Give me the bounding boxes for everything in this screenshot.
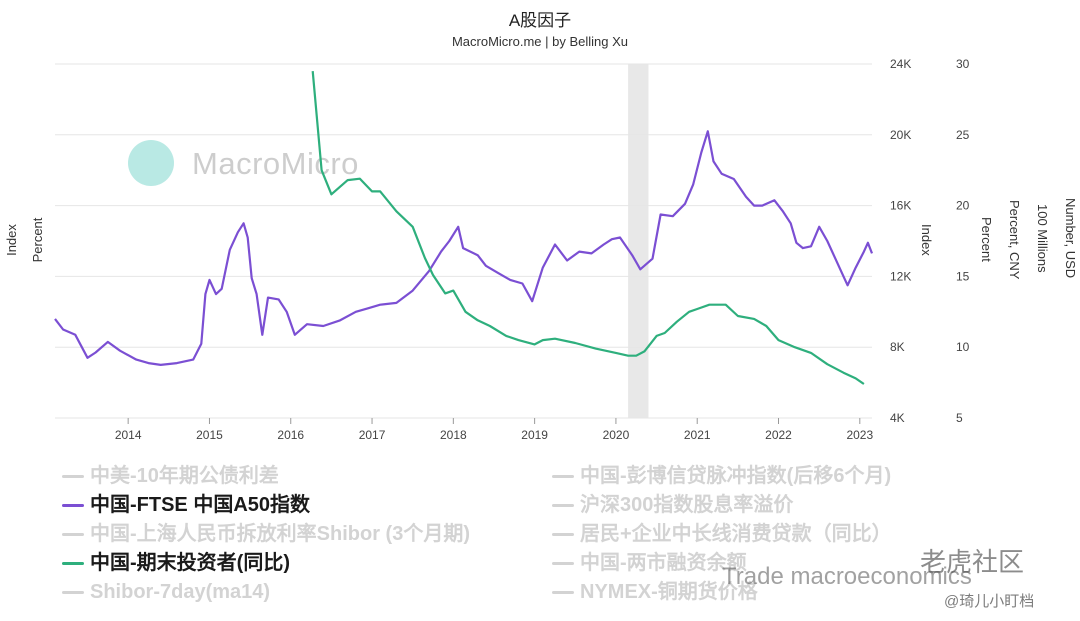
legend-item-left-0[interactable]: 中美-10年期公债利差 [62, 462, 470, 491]
legend-swatch [62, 475, 84, 479]
percent-axis-title: Percent [979, 217, 994, 262]
legend-swatch [552, 504, 574, 508]
series-line-0 [54, 130, 874, 366]
legend-swatch [552, 562, 574, 566]
legend-label: 居民+企业中长线消费贷款（同比） [580, 523, 892, 545]
legend-item-right-4[interactable]: NYMEX-铜期货价格 [552, 578, 892, 607]
legend-item-left-1[interactable]: 中国-FTSE 中国A50指数 [62, 491, 470, 520]
index-tick-label: 4K [890, 411, 905, 425]
chart-subtitle: MacroMicro.me | by Belling Xu [451, 34, 629, 49]
left-axis-title-percent: Percent [30, 217, 45, 262]
x-tick-label: 2022 [765, 428, 792, 442]
chart-title: A股因子 [508, 11, 572, 30]
legend-right: 中国-彭博信贷脉冲指数(后移6个月) 沪深300指数股息率溢价居民+企业中长线消费… [552, 462, 892, 607]
watermark-text: MacroMicro [192, 146, 359, 181]
legend-label: Shibor-7day(ma14) [90, 581, 271, 603]
shaded-period [628, 64, 649, 418]
author-watermark: @琦儿小盯档 [944, 593, 1035, 610]
series-line-1 [311, 71, 865, 385]
legend-swatch [62, 591, 84, 595]
legend-label: 沪深300指数股息率溢价 [580, 494, 794, 516]
percent-cny-axis-title: Percent, CNY [1007, 200, 1022, 280]
legend-item-left-3[interactable]: 中国-期末投资者(同比) [62, 549, 470, 578]
legend-swatch [62, 533, 84, 537]
x-tick-label: 2018 [440, 428, 467, 442]
x-tick-label: 2019 [521, 428, 548, 442]
macromicro-logo-icon [128, 140, 174, 186]
index-axis-title: Index [919, 224, 934, 256]
legend-swatch [552, 591, 574, 595]
millions-axis-title: 100 Millions [1035, 204, 1050, 273]
legend-item-left-4[interactable]: Shibor-7day(ma14) [62, 578, 470, 607]
legend-swatch [552, 475, 574, 479]
legend-item-left-2[interactable]: 中国-上海人民币拆放利率Shibor (3个月期) [62, 520, 470, 549]
percent-tick-label: 25 [956, 128, 970, 142]
legend-label: 中国-FTSE 中国A50指数 [90, 494, 311, 516]
percent-tick-label: 10 [956, 340, 970, 354]
legend-label: 中国-彭博信贷脉冲指数(后移6个月) [580, 465, 892, 487]
legend-item-right-0[interactable]: 中国-彭博信贷脉冲指数(后移6个月) [552, 462, 892, 491]
index-tick-label: 16K [890, 199, 911, 213]
legend-label: NYMEX-铜期货价格 [580, 581, 758, 603]
legend-item-right-2[interactable]: 居民+企业中长线消费贷款（同比） [552, 520, 892, 549]
percent-tick-label: 20 [956, 199, 970, 213]
legend-item-right-1[interactable]: 沪深300指数股息率溢价 [552, 491, 892, 520]
number-usd-axis-title: Number, USD [1063, 198, 1078, 278]
x-tick-label: 2014 [115, 428, 142, 442]
index-tick-label: 20K [890, 128, 911, 142]
x-tick-label: 2017 [359, 428, 386, 442]
legend-swatch [62, 562, 84, 566]
community-watermark: 老虎社区 [920, 547, 1025, 577]
percent-tick-label: 5 [956, 411, 963, 425]
index-tick-label: 12K [890, 269, 911, 283]
legend-label: 中国-上海人民币拆放利率Shibor (3个月期) [90, 523, 470, 545]
index-tick-label: 8K [890, 340, 905, 354]
legend-label: 中国-期末投资者(同比) [90, 552, 290, 574]
legend-item-right-3[interactable]: 中国-两市融资余额 [552, 549, 892, 578]
x-tick-label: 2021 [684, 428, 711, 442]
trade-watermark: Trade macroeconomics [722, 563, 972, 590]
legend-label: 中国-两市融资余额 [580, 552, 747, 574]
x-tick-label: 2016 [277, 428, 304, 442]
legend-left: 中美-10年期公债利差中国-FTSE 中国A50指数中国-上海人民币拆放利率Sh… [62, 462, 470, 607]
legend-label: 中美-10年期公债利差 [90, 465, 279, 487]
left-axis-title-index: Index [4, 224, 19, 256]
legend-swatch [552, 533, 574, 537]
percent-tick-label: 15 [956, 269, 970, 283]
x-tick-label: 2020 [603, 428, 630, 442]
x-tick-label: 2015 [196, 428, 223, 442]
index-tick-label: 24K [890, 57, 911, 71]
legend-swatch [62, 504, 84, 508]
percent-tick-label: 30 [956, 57, 970, 71]
x-tick-label: 2023 [846, 428, 873, 442]
